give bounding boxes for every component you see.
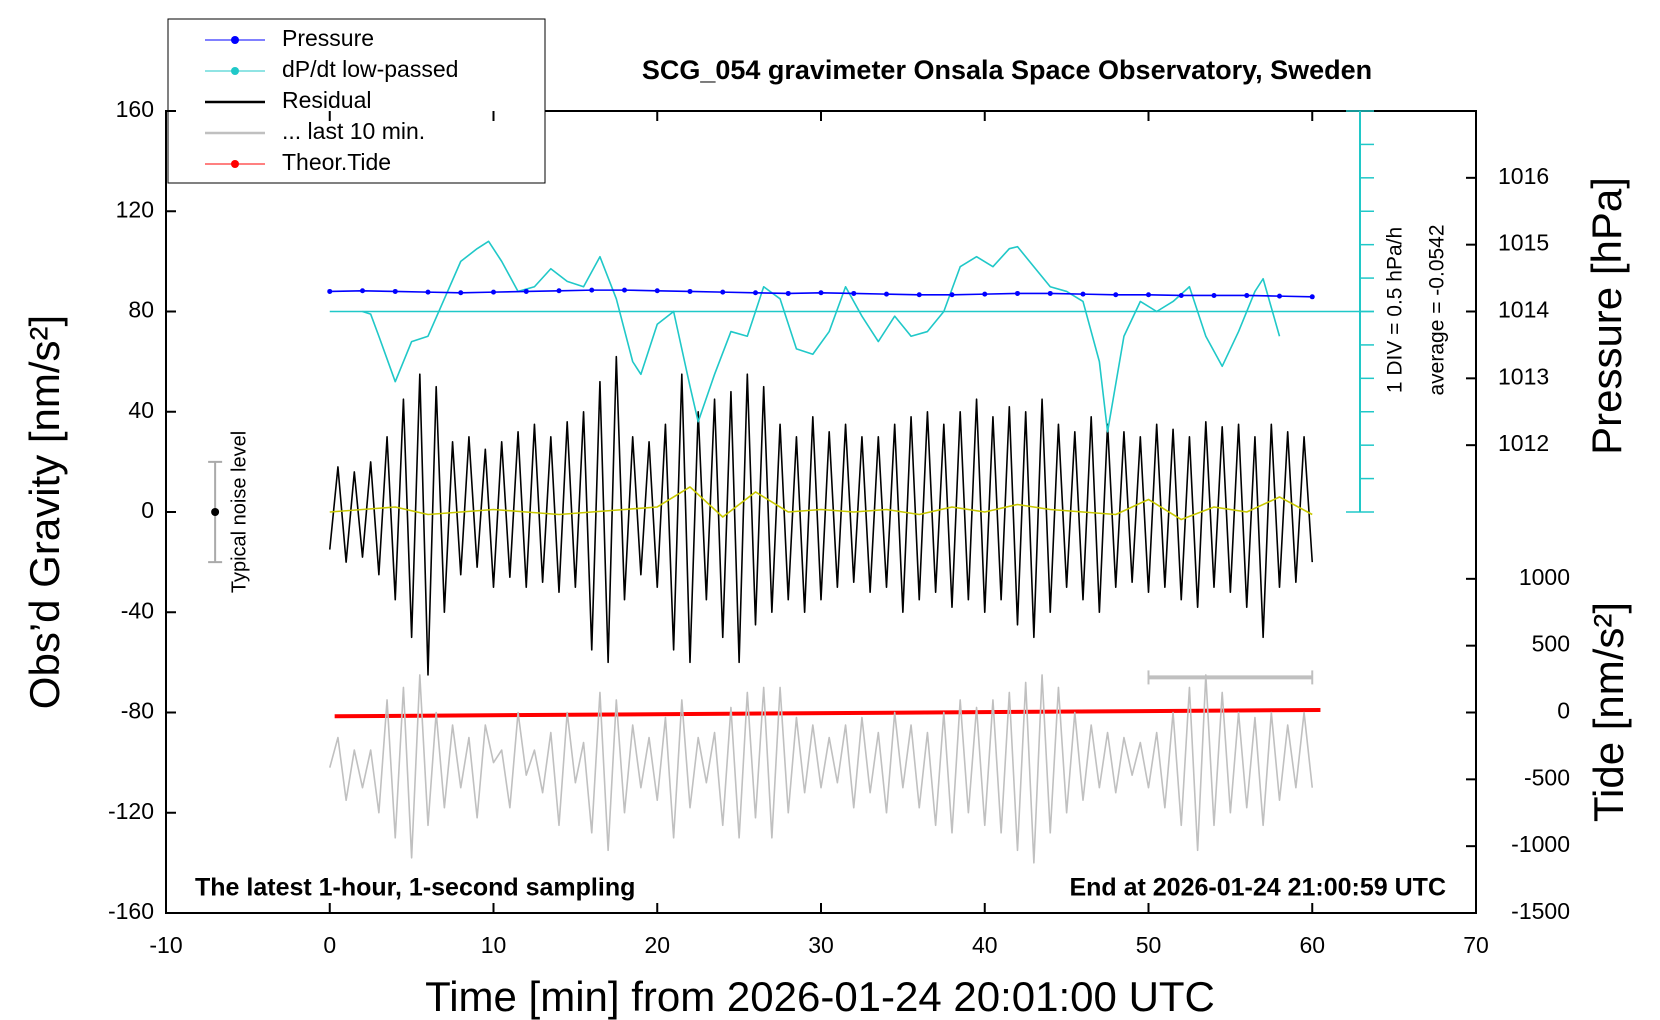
y2-tick-label: 1000: [1519, 564, 1570, 590]
series-line: [362, 240, 1281, 433]
series-point: [491, 289, 496, 295]
y2-tick-label: -1500: [1511, 898, 1570, 924]
legend-label: ... last 10 min.: [282, 118, 425, 144]
y2-tick-label: 1014: [1498, 297, 1549, 323]
series-point: [916, 292, 922, 298]
series-point: [884, 291, 889, 297]
series-point: [720, 289, 726, 295]
y-tick-label: -120: [108, 798, 154, 824]
series-point: [556, 288, 562, 294]
ruler-label: average = -0.0542: [1426, 224, 1449, 395]
legend-label: Residual: [282, 87, 372, 113]
series-point: [654, 288, 660, 294]
y-tick-label: 80: [128, 297, 154, 323]
series-point: [327, 288, 333, 294]
series-point: [1015, 290, 1020, 296]
x-axis-label: Time [min] from 2026-01-24 20:01:00 UTC: [425, 973, 1215, 1020]
series-point: [360, 288, 365, 294]
ruler-label: 1 DIV = 0.5 hPa/h: [1384, 227, 1407, 393]
series-point: [1080, 291, 1086, 297]
y2-tick-label: 1016: [1498, 163, 1549, 189]
pressure-axis-label: Pressure [hPa]: [1583, 177, 1630, 455]
x-tick-label: 50: [1136, 932, 1162, 958]
series-point: [622, 287, 627, 293]
series-point: [458, 290, 464, 296]
y-tick-label: 40: [128, 397, 154, 423]
x-tick-label: 60: [1299, 932, 1325, 958]
x-tick-label: 70: [1463, 932, 1489, 958]
series-point: [753, 290, 758, 296]
legend-marker: [231, 36, 239, 44]
y2-tick-label: 0: [1557, 698, 1570, 724]
series-point: [1146, 292, 1151, 298]
legend-label: Pressure: [282, 25, 374, 51]
tide-axis-label: Tide [nm/s²]: [1585, 602, 1632, 822]
y2-tick-label: 1012: [1498, 430, 1549, 456]
series-line: [329, 486, 1313, 521]
y2-tick-label: -500: [1524, 764, 1570, 790]
y2-tick-label: 1013: [1498, 363, 1549, 389]
x-tick-label: 20: [644, 932, 670, 958]
series-point: [1244, 292, 1250, 298]
x-tick-label: -10: [149, 932, 182, 958]
legend-label: dP/dt low-passed: [282, 56, 458, 82]
series-point: [1113, 292, 1119, 298]
x-tick-label: 30: [808, 932, 834, 958]
y2-tick-label: 1015: [1498, 230, 1549, 256]
series-point: [1277, 293, 1282, 299]
series-point: [392, 288, 398, 294]
series-point: [982, 291, 988, 297]
chart-title: SCG_054 gravimeter Onsala Space Observat…: [642, 55, 1372, 85]
series-line: [334, 707, 1321, 719]
series-point: [785, 290, 791, 296]
legend-marker: [231, 67, 239, 75]
annotation: End at 2026-01-24 21:00:59 UTC: [1069, 874, 1446, 902]
noise-label: Typical noise level: [228, 431, 250, 593]
series-point: [1309, 294, 1315, 300]
y-tick-label: 0: [141, 497, 154, 523]
series-point: [687, 288, 693, 294]
x-tick-label: 40: [972, 932, 998, 958]
series-point: [1178, 292, 1184, 298]
series-point: [523, 288, 529, 294]
series-line: [328, 674, 1314, 864]
y-tick-label: -40: [121, 597, 154, 623]
y-tick-label: -80: [121, 698, 154, 724]
y2-tick-label: 500: [1532, 631, 1570, 657]
y-tick-label: -160: [108, 898, 154, 924]
y-axis-label: Obs’d Gravity [nm/s²]: [21, 315, 68, 709]
series-point: [851, 290, 857, 296]
series-point: [425, 289, 431, 295]
series-point: [1047, 290, 1053, 296]
y-tick-label: 120: [116, 196, 154, 222]
y-tick-label: 160: [116, 96, 154, 122]
x-tick-label: 0: [323, 932, 336, 958]
noise-point: [211, 508, 220, 516]
annotation: The latest 1-hour, 1-second sampling: [195, 874, 635, 902]
series-point: [589, 287, 595, 293]
y2-tick-label: -1000: [1511, 831, 1570, 857]
series-point: [1211, 292, 1217, 298]
series-point: [818, 290, 824, 296]
series-line: [328, 355, 1314, 676]
series-point: [949, 292, 955, 298]
x-tick-label: 10: [481, 932, 507, 958]
legend-marker: [231, 160, 239, 168]
legend-label: Theor.Tide: [282, 149, 391, 175]
